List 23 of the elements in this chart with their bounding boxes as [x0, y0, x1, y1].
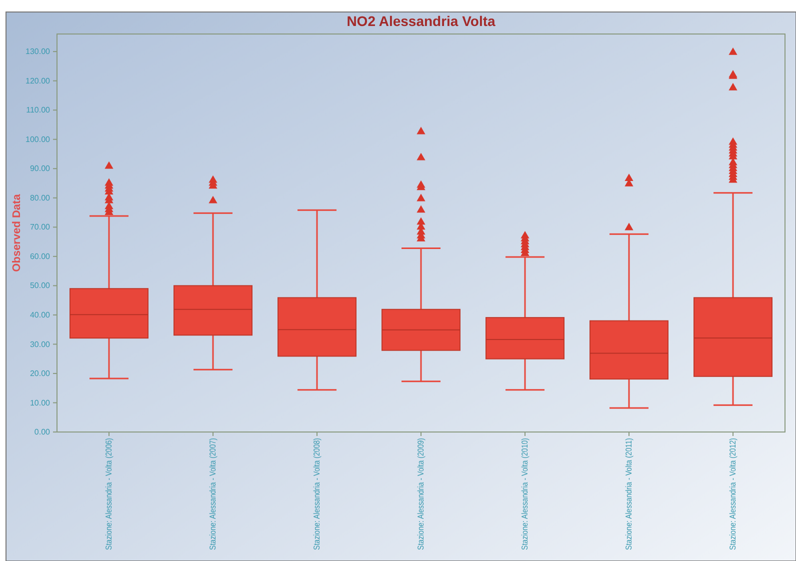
y-tick-label: 90.00 — [30, 164, 51, 174]
x-tick-label: Stazione: Alessandria - Volta (2011) — [624, 415, 634, 550]
y-tick-label: 80.00 — [30, 193, 51, 202]
chart-title: NO2 Alessandria Volta — [346, 13, 496, 29]
y-tick-label: 0.00 — [34, 428, 51, 437]
y-tick-label: 70.00 — [30, 222, 51, 232]
y-tick-label: 100.00 — [26, 134, 51, 144]
y-tick-label: 40.00 — [30, 310, 51, 320]
y-tick-label: 130.00 — [26, 47, 51, 56]
x-tick-label: Stazione: Alessandria - Volta (2008) — [312, 414, 322, 550]
y-tick-label: 30.00 — [30, 340, 51, 349]
x-tick-label: Stazione: Alessandria - Volta (2006) — [104, 414, 114, 550]
y-tick-label: 110.00 — [26, 106, 51, 115]
x-tick-label: Stazione: Alessandria - Volta (2009) — [416, 414, 426, 550]
x-tick-label: Stazione: Alessandria - Volta (2007) — [208, 414, 218, 550]
y-tick-label: 50.00 — [30, 281, 51, 290]
y-tick-label: 10.00 — [30, 398, 51, 408]
y-tick-label: 120.00 — [26, 76, 51, 86]
x-tick-label: Stazione: Alessandria - Volta (2010) — [520, 414, 530, 550]
y-tick-label: 60.00 — [30, 252, 51, 261]
y-tick-label: 20.00 — [30, 369, 51, 378]
y-axis-title: Observed Data — [11, 193, 23, 272]
x-tick-label: Stazione: Alessandria - Volta (2012) — [728, 414, 738, 550]
